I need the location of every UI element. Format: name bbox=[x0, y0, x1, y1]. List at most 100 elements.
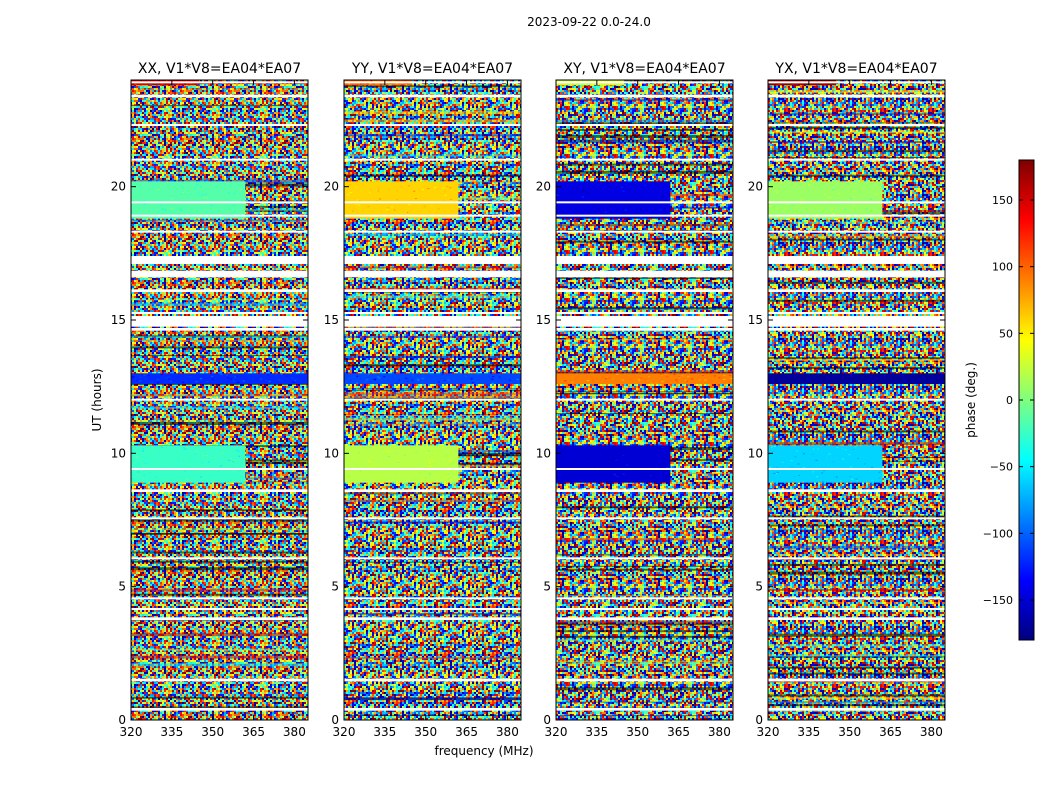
phase-band-speckle bbox=[396, 382, 399, 384]
phase-band-speckle bbox=[864, 381, 867, 383]
phase-band-speckle bbox=[827, 83, 830, 85]
phase-band bbox=[344, 181, 459, 219]
phase-band-speckle bbox=[812, 187, 815, 189]
streak-row bbox=[131, 302, 308, 306]
phase-band bbox=[131, 445, 246, 483]
flagged-row bbox=[131, 328, 308, 331]
y-tick-label: 15 bbox=[324, 313, 339, 327]
phase-band-speckle bbox=[570, 84, 573, 86]
phase-band-speckle bbox=[159, 204, 162, 206]
phase-band-speckle bbox=[204, 193, 207, 195]
phase-band-speckle bbox=[648, 186, 651, 188]
phase-band-speckle bbox=[397, 461, 400, 463]
flagged-row bbox=[131, 256, 308, 264]
streak-row bbox=[131, 420, 308, 422]
phase-band-speckle bbox=[832, 460, 835, 462]
phase-band-speckle bbox=[832, 189, 835, 191]
phase-band-speckle bbox=[227, 211, 230, 213]
phase-band-speckle bbox=[655, 183, 658, 185]
flagged-row bbox=[556, 230, 733, 233]
flagged-row bbox=[344, 489, 521, 492]
phase-band-speckle bbox=[373, 379, 376, 381]
x-tick-label: 380 bbox=[920, 725, 943, 739]
phase-band-speckle bbox=[828, 80, 831, 82]
phase-band-speckle bbox=[370, 80, 373, 82]
flagged-row bbox=[131, 316, 308, 327]
phase-band-speckle bbox=[411, 373, 414, 375]
phase-band-speckle bbox=[600, 195, 603, 197]
streak-row bbox=[344, 233, 521, 236]
phase-band-speckle bbox=[232, 461, 235, 463]
streak-row bbox=[344, 395, 521, 398]
phase-band-speckle bbox=[166, 181, 169, 183]
phase-band-speckle bbox=[189, 382, 192, 384]
phase-band-speckle bbox=[772, 451, 775, 453]
flagged-row bbox=[131, 557, 308, 560]
phase-band-speckle bbox=[398, 379, 401, 381]
phase-band-speckle bbox=[233, 460, 236, 462]
phase-band-speckle bbox=[922, 379, 925, 381]
phase-band-speckle bbox=[656, 451, 659, 453]
flagged-row bbox=[344, 81, 521, 84]
phase-band-speckle bbox=[378, 377, 381, 379]
phase-band-speckle bbox=[182, 447, 185, 449]
phase-band-speckle bbox=[227, 192, 230, 194]
phase-band-speckle bbox=[433, 471, 436, 473]
phase-band-speckle bbox=[377, 83, 380, 85]
phase-band-speckle bbox=[428, 462, 431, 464]
phase-band-speckle bbox=[158, 80, 161, 82]
streak-row bbox=[344, 561, 521, 563]
phase-band-speckle bbox=[823, 193, 826, 195]
phase-band-speckle bbox=[170, 198, 173, 200]
streak-row bbox=[556, 391, 733, 393]
phase-band-speckle bbox=[790, 460, 793, 462]
phase-band-speckle bbox=[359, 471, 362, 473]
phase-band-speckle bbox=[170, 84, 173, 86]
streak-row bbox=[556, 370, 733, 374]
phase-band-speckle bbox=[718, 377, 721, 379]
phase-band-speckle bbox=[821, 472, 824, 474]
phase-band bbox=[556, 181, 671, 219]
phase-band-speckle bbox=[655, 189, 658, 191]
streak-row bbox=[131, 593, 308, 596]
phase-band-speckle bbox=[930, 381, 933, 383]
phase-band-speckle bbox=[841, 448, 844, 450]
phase-band-speckle bbox=[824, 80, 827, 82]
phase-band-speckle bbox=[769, 205, 772, 207]
phase-band-speckle bbox=[592, 203, 595, 205]
phase-band-speckle bbox=[450, 199, 453, 201]
streak-row bbox=[556, 538, 733, 541]
phase-band-speckle bbox=[155, 476, 158, 478]
phase-band-speckle bbox=[587, 216, 590, 218]
phase-band-speckle bbox=[828, 453, 831, 455]
flagged-row bbox=[131, 708, 308, 711]
flagged-row bbox=[768, 94, 945, 98]
panel-frame bbox=[343, 79, 522, 721]
phase-band-speckle bbox=[402, 84, 405, 86]
streak-row bbox=[768, 696, 945, 699]
phase-band-speckle bbox=[913, 382, 916, 384]
streak-row bbox=[344, 364, 521, 367]
phase-band-speckle bbox=[850, 376, 853, 378]
phase-band-speckle bbox=[367, 84, 370, 86]
streak-row bbox=[768, 238, 945, 241]
phase-band-speckle bbox=[169, 380, 172, 382]
phase-band-speckle bbox=[871, 479, 874, 481]
phase-band-speckle bbox=[175, 475, 178, 477]
phase-band-speckle bbox=[830, 209, 833, 211]
phase-band-speckle bbox=[615, 474, 618, 476]
phase-band-speckle bbox=[877, 376, 880, 378]
phase-band-speckle bbox=[768, 84, 771, 86]
streak-row bbox=[768, 548, 945, 550]
phase-band-speckle bbox=[401, 83, 404, 85]
phase-band-speckle bbox=[933, 379, 936, 381]
flagged-row bbox=[556, 94, 733, 98]
phase-band-speckle bbox=[890, 379, 893, 381]
phase-band-speckle bbox=[834, 203, 837, 205]
y-tick-label: 20 bbox=[536, 180, 551, 194]
phase-band-speckle bbox=[139, 376, 142, 378]
phase-band-speckle bbox=[456, 212, 459, 214]
phase-band-speckle bbox=[571, 478, 574, 480]
phase-band-speckle bbox=[418, 460, 421, 462]
phase-band-speckle bbox=[275, 374, 278, 376]
